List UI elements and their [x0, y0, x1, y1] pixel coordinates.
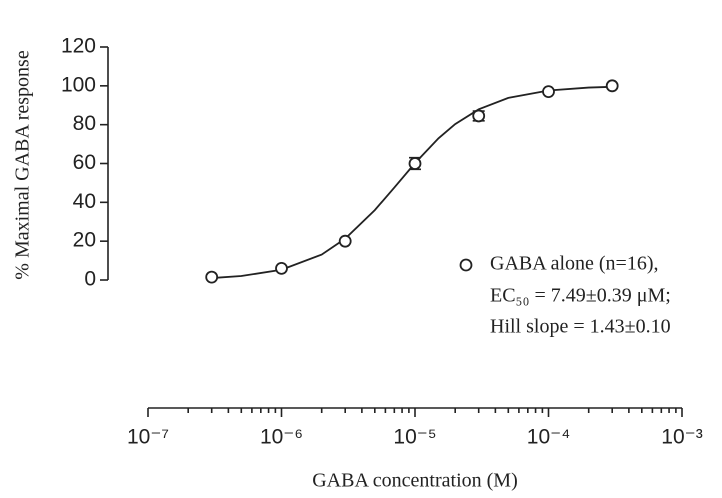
data-point — [338, 234, 352, 248]
x-tick-label: 10⁻³ — [661, 426, 702, 449]
y-axis-label: % Maximal GABA response — [12, 50, 34, 280]
annotation: Hill slope = 1.43±0.10 — [490, 316, 671, 338]
x-axis-label: GABA concentration (M) — [312, 470, 518, 492]
data-point — [542, 85, 555, 99]
data-point — [605, 79, 619, 93]
x-tick-label: 10⁻⁵ — [393, 426, 436, 449]
y-tick-label: 120 — [61, 35, 96, 58]
x-tick-label: 10⁻⁷ — [127, 426, 169, 449]
x-tick-label: 10⁻⁴ — [527, 426, 570, 449]
data-point — [205, 270, 219, 284]
y-tick-label: 20 — [73, 229, 96, 252]
y-tick-label: 0 — [84, 268, 96, 291]
data-point — [408, 157, 422, 170]
fit-curve — [211, 85, 613, 279]
legend-label: GABA alone (n=16), — [490, 253, 658, 275]
x-tick-label: 10⁻⁶ — [260, 426, 303, 449]
annotation: EC₅₀ = 7.49±0.39 μM; — [490, 285, 671, 307]
y-tick-label: 80 — [73, 112, 96, 135]
data-point — [275, 261, 288, 275]
y-tick-label: 40 — [73, 190, 96, 213]
legend-marker — [459, 258, 473, 272]
y-tick-label: 60 — [73, 151, 96, 174]
data-point — [472, 109, 486, 123]
y-tick-label: 100 — [61, 73, 96, 96]
